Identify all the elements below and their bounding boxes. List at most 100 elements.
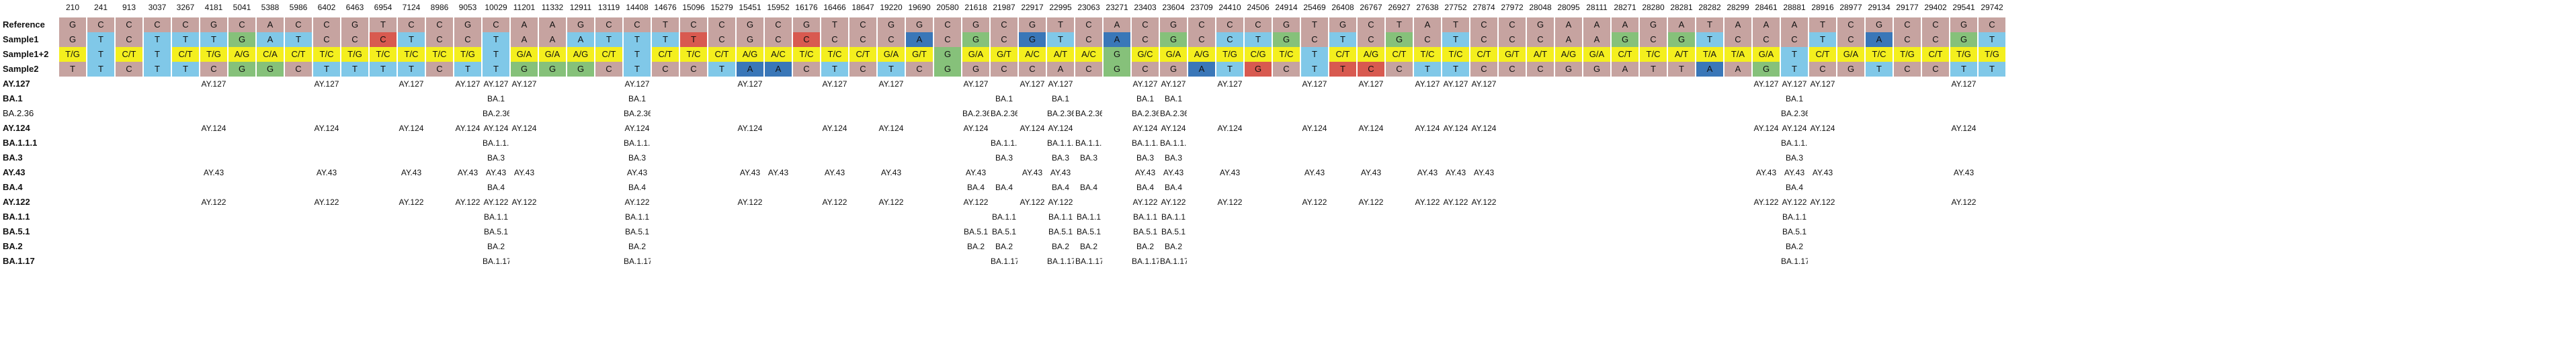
lineage-hit-cell: BA.1.17 — [1047, 257, 1074, 266]
lineage-hit-cell: AY.124 — [963, 124, 989, 133]
lineage-hit-cell: BA.1.1 — [1132, 212, 1158, 222]
lineage-hit-cell: BA.4 — [1136, 183, 1154, 192]
lineage-hit-cell: AY.43 — [1812, 168, 1833, 177]
sequence-cell: T/G — [200, 47, 227, 62]
lineage-hit-cell: BA.1.1 — [1782, 212, 1807, 222]
sequence-cell: C — [1358, 62, 1384, 77]
sequence-cell: T/C — [1414, 47, 1441, 62]
sequence-cell: G/A — [878, 47, 905, 62]
sequence-cell: G — [1866, 17, 1893, 32]
sequence-cell: T — [1301, 47, 1328, 62]
lineage-hit-cell: BA.2.36 — [1132, 109, 1159, 118]
lineage-hit-cell: AY.124 — [483, 124, 509, 133]
sequence-cell: C — [1922, 17, 1949, 32]
sequence-cell: G — [737, 32, 763, 47]
position-header: 4181 — [204, 3, 223, 12]
sequence-cell: C — [1837, 32, 1864, 47]
sequence-cell: G — [1753, 62, 1780, 77]
sequence-cell: G — [567, 62, 594, 77]
sequence-cell: T — [1950, 62, 1977, 77]
position-header: 23271 — [1106, 3, 1128, 12]
lineage-hit-cell: AY.127 — [1132, 79, 1158, 89]
lineage-hit-cell: AY.124 — [1358, 124, 1384, 133]
lineage-hit-cell: AY.122 — [201, 197, 226, 207]
sequence-cell: C — [1019, 62, 1046, 77]
sequence-cell: T — [370, 62, 397, 77]
sequence-cell: A — [1668, 17, 1695, 32]
sequence-cell: G/A — [962, 47, 989, 62]
lineage-hit-cell: BA.1.1.1 — [1781, 138, 1808, 148]
lineage-hit-cell: AY.43 — [1022, 168, 1043, 177]
sequence-cell: T/G — [341, 47, 368, 62]
sequence-cell: G — [1837, 62, 1864, 77]
sequence-cell: T — [1866, 62, 1893, 77]
sequence-cell: C — [200, 62, 227, 77]
sequence-cell: T — [398, 62, 425, 77]
lineage-hit-cell: BA.4 — [1051, 183, 1069, 192]
sequence-cell: A — [1555, 17, 1582, 32]
lineage-hit-cell: AY.122 — [624, 197, 650, 207]
position-header: 18647 — [851, 3, 874, 12]
lineage-hit-cell: BA.2 — [1785, 242, 1803, 251]
sequence-cell: T — [1809, 17, 1836, 32]
sequence-cell: A — [1583, 17, 1610, 32]
sequence-cell: C — [1922, 62, 1949, 77]
lineage-hit-cell: AY.124 — [1443, 124, 1468, 133]
sequence-cell: A — [257, 32, 284, 47]
lineage-hit-cell: AY.124 — [1302, 124, 1327, 133]
position-header: 27972 — [1501, 3, 1524, 12]
sequence-cell: A — [1696, 62, 1723, 77]
sequence-cell: T/G — [1894, 47, 1921, 62]
sequence-cell: G — [228, 62, 255, 77]
sequence-cell: C/T — [172, 47, 199, 62]
sequence-cell: C — [878, 32, 905, 47]
sequence-cell: C — [1527, 62, 1554, 77]
sequence-cell: T/C — [680, 47, 707, 62]
lineage-hit-cell: BA.1.1.1 — [991, 138, 1017, 148]
sequence-cell: T — [200, 32, 227, 47]
lineage-hit-cell: AY.122 — [963, 197, 989, 207]
sequence-cell: C/T — [1612, 47, 1638, 62]
lineage-hit-cell: AY.43 — [1050, 168, 1071, 177]
lineage-hit-cell: BA.5.1 — [1782, 227, 1807, 236]
position-header: 19690 — [908, 3, 931, 12]
position-header: 19220 — [880, 3, 903, 12]
lineage-hit-cell: AY.127 — [1048, 79, 1073, 89]
sequence-cell: C — [1527, 32, 1554, 47]
lineage-hit-cell: BA.3 — [1785, 153, 1803, 163]
lineage-hit-cell: AY.43 — [965, 168, 987, 177]
sequence-cell: G/T — [906, 47, 933, 62]
lineage-hit-cell: AY.43 — [1417, 168, 1438, 177]
lineage-hit-cell: AY.122 — [1358, 197, 1384, 207]
sequence-cell: C — [1470, 32, 1497, 47]
sequence-cell: C — [991, 17, 1017, 32]
sequence-cell: G — [1640, 17, 1667, 32]
lineage-hit-cell: AY.122 — [1471, 197, 1497, 207]
position-header: 15279 — [710, 3, 733, 12]
position-header: 22995 — [1049, 3, 1072, 12]
row-label: BA.4 — [3, 182, 23, 192]
sequence-cell: T/C — [370, 47, 397, 62]
lineage-hit-cell: AY.127 — [483, 79, 509, 89]
lineage-hit-cell: BA.1.1.1 — [624, 138, 651, 148]
sequence-cell: G — [567, 17, 594, 32]
sequence-cell: A/C — [765, 47, 792, 62]
position-header: 26927 — [1388, 3, 1411, 12]
sequence-cell: C — [116, 62, 142, 77]
sequence-cell: G — [1950, 32, 1977, 47]
sequence-cell: T — [821, 17, 848, 32]
position-header: 28299 — [1727, 3, 1749, 12]
lineage-hit-cell: AY.43 — [1445, 168, 1466, 177]
sequence-cell: C/G — [1245, 47, 1272, 62]
sequence-cell: A — [1612, 17, 1638, 32]
position-header: 913 — [122, 3, 136, 12]
position-header: 28281 — [1670, 3, 1693, 12]
position-header: 10029 — [485, 3, 507, 12]
sequence-cell: T/G — [1216, 47, 1243, 62]
sequence-cell: C/T — [1470, 47, 1497, 62]
sequence-cell: T/C — [793, 47, 820, 62]
lineage-hit-cell: AY.43 — [1953, 168, 1975, 177]
sequence-cell: C — [595, 62, 622, 77]
sequence-cell: C — [1188, 17, 1215, 32]
sequence-cell: G — [511, 62, 538, 77]
